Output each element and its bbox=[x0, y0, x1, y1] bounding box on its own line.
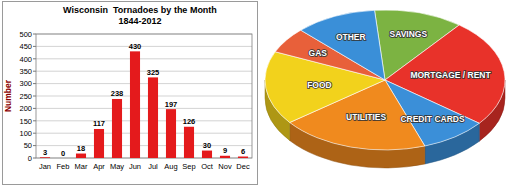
y-tick bbox=[33, 120, 36, 121]
y-tick-label: 200 bbox=[19, 104, 32, 113]
y-tick-label: 450 bbox=[19, 42, 32, 51]
y-tick bbox=[33, 133, 36, 134]
x-tick-label: Aug bbox=[164, 162, 177, 171]
grid-line bbox=[36, 96, 252, 97]
y-tick bbox=[33, 158, 36, 159]
bar bbox=[238, 157, 248, 158]
grid-line bbox=[36, 145, 252, 146]
x-tick-label: Jan bbox=[39, 162, 51, 171]
y-tick bbox=[33, 108, 36, 109]
bar bbox=[76, 154, 86, 158]
data-label: 325 bbox=[147, 68, 160, 77]
y-tick-label: 300 bbox=[19, 79, 32, 88]
y-tick bbox=[33, 145, 36, 146]
y-tick-label: 0 bbox=[28, 154, 32, 163]
data-label: 197 bbox=[165, 100, 178, 109]
title: Wisconsin Tornadoes by the Month bbox=[63, 5, 217, 15]
data-label: 238 bbox=[111, 89, 124, 98]
slice-label: SAVINGS bbox=[389, 29, 427, 39]
y-tick bbox=[33, 46, 36, 47]
y-tick-label: 50 bbox=[24, 141, 32, 150]
bar bbox=[184, 127, 194, 158]
x-tick-label: Apr bbox=[93, 162, 105, 171]
bar bbox=[112, 99, 122, 158]
slice-label: FOOD bbox=[307, 80, 332, 90]
x-tick-label: Nov bbox=[218, 162, 232, 171]
y-tick bbox=[33, 58, 36, 59]
y-tick-label: 350 bbox=[19, 67, 32, 76]
data-label: 30 bbox=[203, 141, 211, 150]
panel-frame bbox=[3, 2, 258, 185]
data-label: 6 bbox=[241, 147, 245, 156]
y-tick-label: 100 bbox=[19, 129, 32, 138]
data-label: 3 bbox=[43, 148, 47, 157]
bar bbox=[166, 109, 176, 158]
y-tick bbox=[33, 34, 36, 35]
y-tick bbox=[33, 96, 36, 97]
x-tick-label: Jul bbox=[148, 162, 158, 171]
bar bbox=[202, 151, 212, 158]
bar bbox=[130, 51, 140, 158]
bars bbox=[40, 51, 248, 158]
grid-line bbox=[36, 71, 252, 72]
grid-line bbox=[36, 120, 252, 121]
y-tick-label: 400 bbox=[19, 55, 32, 64]
y-tick-label: 500 bbox=[19, 30, 32, 39]
data-label: 126 bbox=[183, 117, 196, 126]
data-label: 9 bbox=[223, 146, 227, 155]
data-label: 117 bbox=[93, 119, 105, 128]
grid-line bbox=[36, 83, 252, 84]
grid-line bbox=[36, 108, 252, 109]
y-axis-label: Number bbox=[3, 79, 13, 112]
plot-frame bbox=[36, 34, 252, 158]
bar bbox=[220, 156, 230, 158]
slice-label: GAS bbox=[309, 48, 328, 58]
slice-label: UTILITIES bbox=[346, 112, 386, 122]
y-tick-label: 150 bbox=[19, 117, 32, 126]
x-tick-label: Sep bbox=[182, 162, 195, 171]
grid-line bbox=[36, 46, 252, 47]
x-tick-label: Feb bbox=[57, 162, 70, 171]
slice-label: CREDIT CARDS bbox=[400, 114, 465, 124]
x-tick-label: Dec bbox=[236, 162, 250, 171]
grid-line bbox=[36, 133, 252, 134]
slice bbox=[301, 10, 385, 80]
x-tick-label: May bbox=[110, 162, 124, 171]
data-label: 430 bbox=[129, 42, 142, 51]
subtitle: 1844-2012 bbox=[118, 16, 161, 26]
chart-canvas: Wisconsin Tornadoes by the Month1844-201… bbox=[0, 0, 508, 187]
x-tick-label: Oct bbox=[201, 162, 214, 171]
x-tick-label: Mar bbox=[75, 162, 88, 171]
bar bbox=[148, 77, 158, 158]
data-label: 0 bbox=[61, 149, 65, 158]
y-tick-label: 250 bbox=[19, 92, 32, 101]
data-label: 18 bbox=[77, 144, 85, 153]
bar bbox=[58, 158, 68, 159]
y-tick bbox=[33, 83, 36, 84]
x-tick-label: Jun bbox=[129, 162, 141, 171]
slice-label: OTHER bbox=[336, 32, 366, 42]
bar bbox=[94, 129, 104, 158]
grid-line bbox=[36, 58, 252, 59]
y-tick bbox=[33, 71, 36, 72]
bar bbox=[40, 157, 50, 158]
slice-label: MORTGAGE / RENT bbox=[410, 70, 491, 80]
root: Wisconsin Tornadoes by the Month1844-201… bbox=[0, 0, 508, 187]
